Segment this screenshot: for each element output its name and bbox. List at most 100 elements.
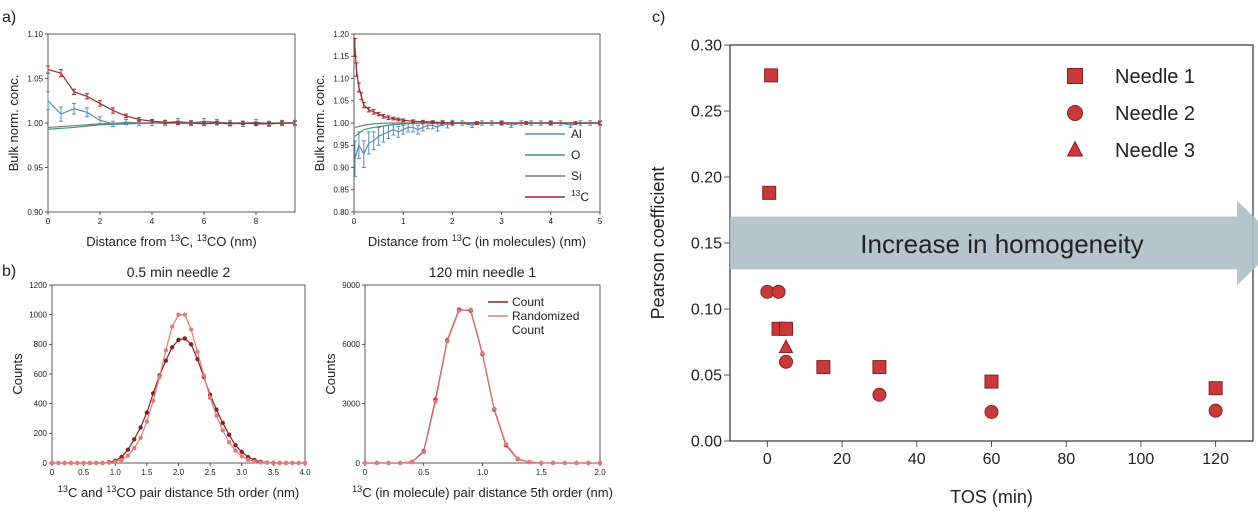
x-axis-label: 13C and 13CO pair distance 5th order (nm…: [58, 484, 299, 500]
x-tick-label: 3.0: [236, 468, 248, 477]
x-tick-label: 0: [352, 217, 357, 226]
legend-label: Needle 2: [1115, 103, 1195, 125]
y-tick-label: 0.90: [333, 163, 349, 172]
marker-square: [779, 321, 794, 336]
data-point: [157, 374, 162, 380]
data-point: [144, 410, 150, 415]
x-tick-label: 8: [254, 217, 259, 226]
data-point: [574, 460, 579, 466]
panel-label-b: b): [2, 263, 16, 280]
marker-circle: [1067, 105, 1083, 121]
axis-label-superscript: 13: [352, 484, 362, 494]
x-tick-label: 80: [1057, 451, 1075, 468]
x-tick-label: 3: [499, 217, 504, 226]
axis-label-text: C (in molecules) (nm): [462, 234, 586, 249]
homogeneity-arrow: [730, 200, 1258, 286]
legend-label: 13C: [571, 188, 589, 204]
axis-label-superscript: 13: [106, 484, 116, 494]
y-tick-label: 0.95: [27, 163, 43, 172]
series-line-al: [47, 100, 295, 125]
data-point: [125, 447, 131, 452]
axis-label-text: C (in molecule) pair distance 5th order …: [362, 485, 613, 500]
x-tick-label: 2: [98, 217, 103, 226]
y-tick-label: 0.10: [691, 302, 722, 319]
marker-square: [984, 374, 999, 389]
y-tick-label: 1.10: [333, 74, 349, 83]
y-tick-label: 1.15: [333, 52, 349, 61]
data-point: [468, 307, 473, 312]
y-tick-label: 0: [43, 459, 48, 468]
data-point: [362, 460, 368, 466]
data-point: [68, 460, 74, 466]
x-axis-label: Distance from 13C, 13CO (nm): [86, 233, 257, 249]
axis-label-superscript: 13: [58, 484, 68, 494]
data-point: [398, 460, 403, 466]
series-line-13c: [354, 47, 600, 124]
x-axis-label: TOS (min): [950, 487, 1033, 507]
data-point: [62, 460, 67, 466]
data-point: [214, 413, 219, 418]
data-point: [87, 460, 93, 466]
x-tick-label: 2.0: [594, 468, 606, 477]
data-point: [163, 348, 169, 353]
data-point: [258, 460, 263, 465]
y-tick-label: 400: [34, 399, 48, 408]
legend-label: Al: [571, 127, 582, 141]
y-tick-label: 1.05: [333, 97, 349, 106]
chart-a2: 0 1 2 3 4 5 0.80 0.85 0.90 0.95 1.00 1.05 1.10 1.15 1.…: [312, 30, 603, 249]
series-line-randomized-count: [365, 309, 600, 464]
series-line-randomized-count: [52, 314, 305, 464]
y-tick-label: 1.00: [27, 119, 43, 128]
y-tick-label: 1.05: [27, 74, 43, 83]
data-point: [233, 443, 238, 448]
y-tick-label: 800: [34, 340, 48, 349]
data-point: [195, 349, 200, 354]
data-point: [386, 460, 391, 466]
data-point: [445, 339, 450, 344]
data-point: [264, 460, 270, 466]
data-point: [409, 460, 415, 465]
x-axis-label: Distance from 13C (in molecules) (nm): [368, 233, 586, 249]
data-point: [49, 460, 55, 466]
data-point: [144, 419, 150, 424]
data-point: [503, 442, 509, 447]
x-tick-label: 1.5: [536, 468, 548, 477]
x-tick-label: 100: [1128, 451, 1155, 468]
y-tick-label: 9000: [342, 281, 360, 290]
x-tick-label: 0.5: [78, 468, 90, 477]
data-point: [56, 460, 61, 466]
data-point: [586, 460, 591, 466]
y-tick-label: 0.05: [691, 368, 722, 385]
data-point: [188, 327, 194, 332]
y-axis-label: Counts: [10, 353, 25, 395]
axis-label-text: Distance from: [86, 234, 170, 249]
chart-title: 120 min needle 1: [429, 264, 537, 280]
data-point: [75, 460, 80, 466]
data-point: [239, 449, 244, 455]
data-point: [456, 308, 462, 313]
x-tick-label: 1.0: [110, 468, 122, 477]
data-point: [106, 460, 112, 465]
marker-square: [1208, 381, 1223, 396]
data-point: [421, 449, 426, 455]
data-point: [119, 457, 124, 463]
marker-square: [872, 360, 887, 375]
chart-title: 0.5 min needle 2: [127, 264, 231, 280]
data-point: [290, 460, 295, 466]
data-point: [245, 457, 251, 462]
x-tick-label: 120: [1202, 451, 1229, 468]
plot-frame: [51, 284, 306, 464]
marker-square: [1067, 68, 1083, 84]
x-tick-label: 1: [401, 217, 406, 226]
data-point: [562, 460, 567, 466]
data-point: [188, 342, 194, 347]
data-point: [492, 406, 497, 411]
data-point: [176, 337, 181, 343]
x-tick-label: 0: [763, 451, 772, 468]
data-point: [302, 460, 308, 466]
data-point: [515, 456, 520, 461]
x-tick-label: 0: [363, 468, 368, 477]
data-point: [226, 432, 232, 438]
y-tick-label: 1.20: [333, 30, 349, 39]
